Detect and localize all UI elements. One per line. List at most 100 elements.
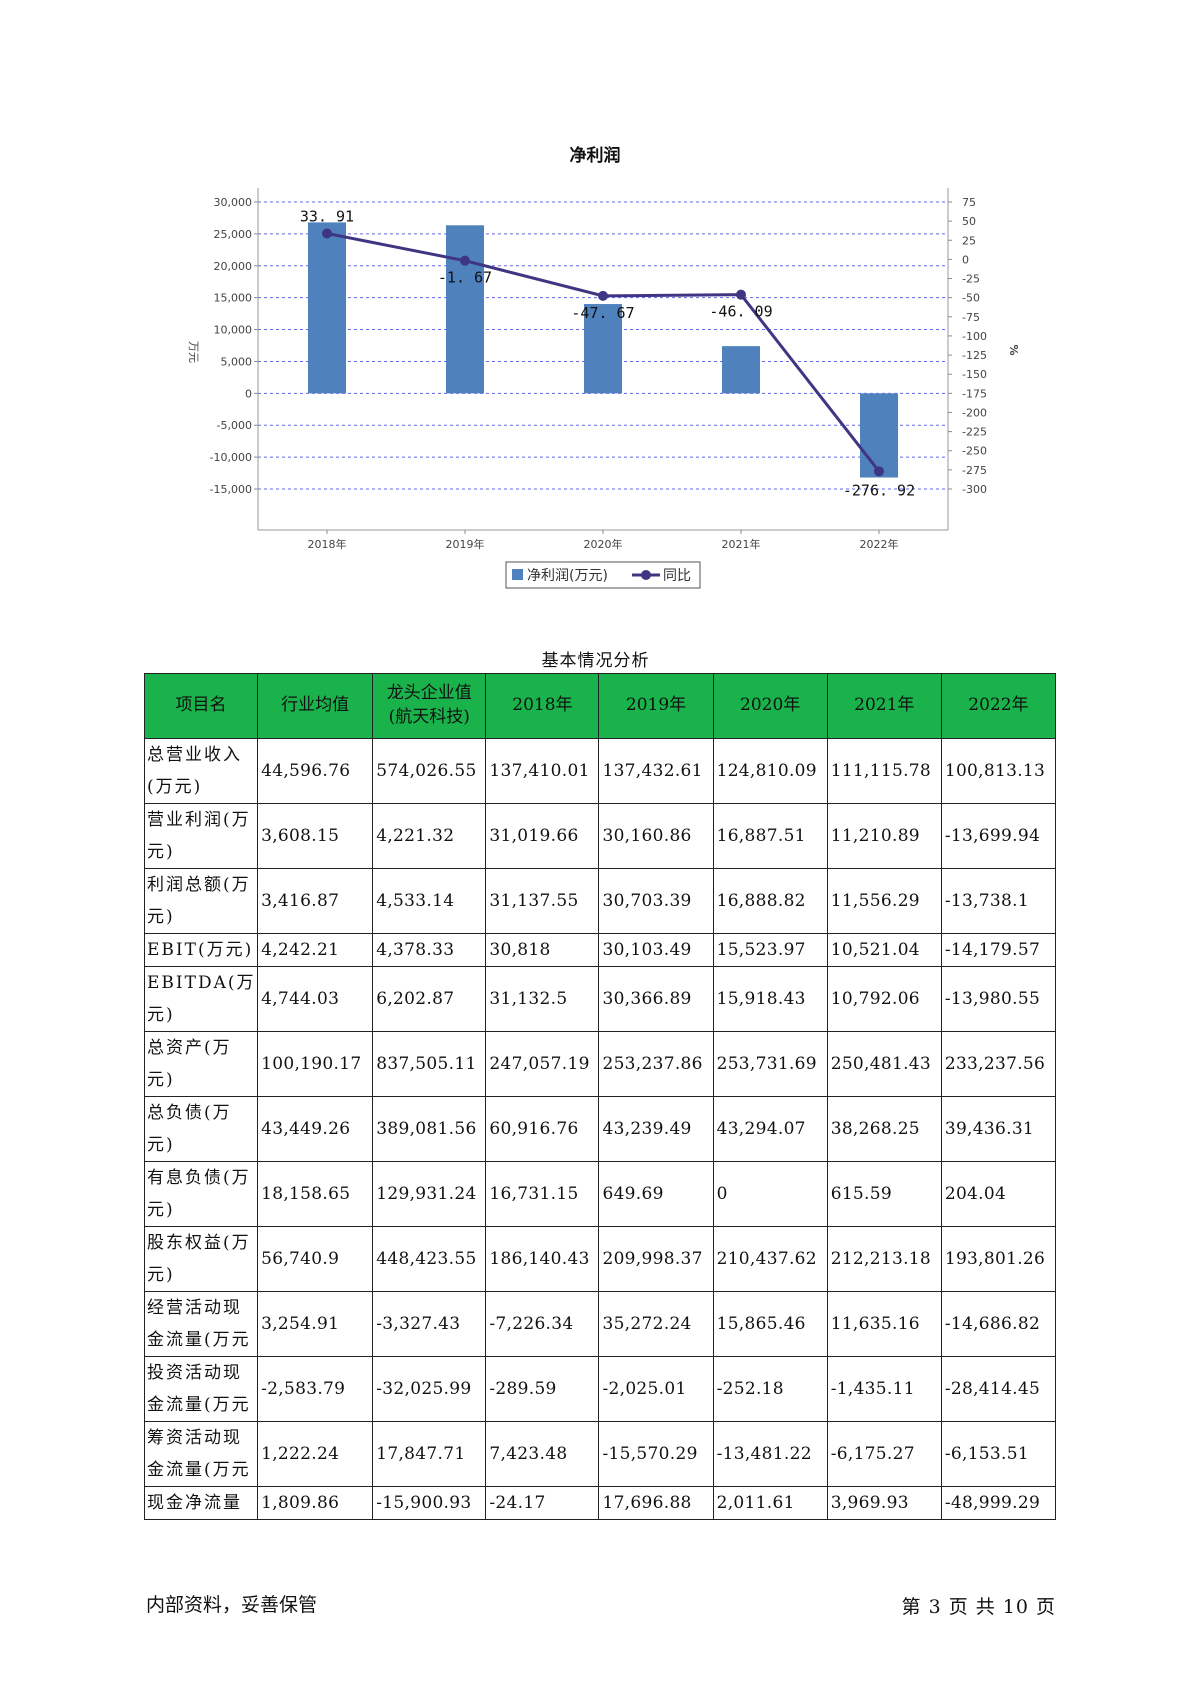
- table-cell: 10,792.06: [826, 966, 942, 1032]
- right-tick-label: 75: [962, 196, 976, 209]
- table-cell: 3,969.93: [826, 1486, 942, 1520]
- column-header: 2019年: [598, 673, 714, 739]
- table-cell: 4,744.03: [257, 966, 374, 1032]
- right-tick-label: -300: [962, 483, 987, 496]
- table-cell: 389,081.56: [372, 1096, 487, 1162]
- table-row: 利润总额(万元) 3,416.87 4,533.14 31,137.55 30,703.…: [143, 868, 1057, 934]
- chart-title: 净利润: [570, 145, 621, 166]
- table-cell: 16,888.82: [712, 868, 828, 934]
- table-cell: 137,432.61: [598, 738, 714, 804]
- right-tick-label: -250: [962, 445, 987, 458]
- row-label: EBIT(万元): [143, 933, 259, 967]
- footer-confidential-note: 内部资料，妥善保管: [146, 1594, 318, 1616]
- table-header-row: 项目名 行业均值 龙头企业值(航天科技) 2018年 2019年 2020年 2021年 20…: [143, 673, 1057, 739]
- table-cell: 15,865.46: [712, 1291, 828, 1357]
- table-cell: 43,239.49: [598, 1096, 714, 1162]
- x-tick-label: 2020年: [584, 537, 623, 551]
- right-tick-label: -225: [962, 426, 987, 439]
- net-profit-bar: [308, 222, 346, 394]
- right-tick-label: -200: [962, 406, 987, 419]
- right-tick-label: 25: [962, 234, 976, 247]
- table-cell: -252.18: [712, 1356, 828, 1422]
- left-tick-label: -10,000: [210, 451, 252, 464]
- left-tick-label: 20,000: [214, 260, 253, 273]
- right-tick-label: -75: [962, 311, 980, 324]
- legend-bar-swatch: [512, 569, 523, 580]
- table-cell: 11,556.29: [826, 868, 942, 934]
- table-cell: 39,436.31: [940, 1096, 1057, 1162]
- row-label: 营业利润(万元): [143, 803, 259, 869]
- net-profit-bar: [446, 225, 484, 394]
- column-header: 2018年: [485, 673, 600, 739]
- table-row: EBIT(万元) 4,242.21 4,378.33 30,818 30,103.49 1…: [143, 933, 1057, 967]
- yoy-data-label: -47. 67: [571, 304, 634, 322]
- table-cell: 129,931.24: [372, 1161, 487, 1227]
- net-profit-bar: [722, 346, 760, 394]
- table-cell: -2,583.79: [257, 1356, 374, 1422]
- table-cell: 30,818: [485, 933, 600, 967]
- table-cell: 10,521.04: [826, 933, 942, 967]
- table-cell: -13,699.94: [940, 803, 1057, 869]
- table-cell: -14,179.57: [940, 933, 1057, 967]
- table-cell: 15,523.97: [712, 933, 828, 967]
- table-row: 筹资活动现金流量(万元 1,222.24 17,847.71 7,423.48 -15,…: [143, 1421, 1057, 1487]
- table-cell: -6,175.27: [826, 1421, 942, 1487]
- table-cell: 2,011.61: [712, 1486, 828, 1520]
- row-label: 利润总额(万元): [143, 868, 259, 934]
- row-label: 股东权益(万元): [143, 1226, 259, 1292]
- table-cell: -13,980.55: [940, 966, 1057, 1032]
- table-row: 有息负债(万元) 18,158.65 129,931.24 16,731.15 649.…: [143, 1161, 1057, 1227]
- right-tick-label: -50: [962, 292, 980, 305]
- table-cell: 837,505.11: [372, 1031, 487, 1097]
- left-tick-label: -15,000: [210, 483, 252, 496]
- table-cell: 3,416.87: [257, 868, 374, 934]
- table-cell: -2,025.01: [598, 1356, 714, 1422]
- table-cell: -15,570.29: [598, 1421, 714, 1487]
- row-label: 筹资活动现金流量(万元: [143, 1421, 259, 1487]
- table-cell: 38,268.25: [826, 1096, 942, 1162]
- legend-line-marker: [641, 570, 651, 580]
- table-cell: -14,686.82: [940, 1291, 1057, 1357]
- table-cell: 4,533.14: [372, 868, 487, 934]
- column-header: 行业均值: [257, 673, 374, 739]
- row-label: 有息负债(万元): [143, 1161, 259, 1227]
- table-cell: 30,703.39: [598, 868, 714, 934]
- table-cell: 4,221.32: [372, 803, 487, 869]
- table-cell: 574,026.55: [372, 738, 487, 804]
- table-cell: 210,437.62: [712, 1226, 828, 1292]
- column-header: 2020年: [712, 673, 828, 739]
- table-cell: 233,237.56: [940, 1031, 1057, 1097]
- net-profit-bar: [584, 304, 622, 394]
- net-profit-bar: [860, 393, 898, 478]
- x-tick-label: 2019年: [446, 537, 485, 551]
- yoy-point: [598, 290, 608, 301]
- row-label: 经营活动现金流量(万元: [143, 1291, 259, 1357]
- table-cell: 448,423.55: [372, 1226, 487, 1292]
- table-cell: 17,696.88: [598, 1486, 714, 1520]
- row-label: 总营业收入(万元): [143, 738, 259, 804]
- yoy-point: [322, 228, 332, 239]
- table-cell: 253,731.69: [712, 1031, 828, 1097]
- right-axis-title: %: [1007, 344, 1020, 355]
- table-cell: -15,900.93: [372, 1486, 487, 1520]
- table-row: 经营活动现金流量(万元 3,254.91 -3,327.43 -7,226.34 35,…: [143, 1291, 1057, 1357]
- yoy-point: [460, 255, 470, 266]
- table-cell: 247,057.19: [485, 1031, 600, 1097]
- x-tick-label: 2022年: [860, 537, 899, 551]
- table-cell: 4,242.21: [257, 933, 374, 967]
- left-tick-label: 5,000: [221, 355, 253, 368]
- left-axis-title: 万元: [187, 341, 200, 363]
- right-tick-label: 0: [962, 253, 969, 266]
- x-tick-label: 2021年: [722, 537, 761, 551]
- table-cell: 100,190.17: [257, 1031, 374, 1097]
- yoy-data-label: -1. 67: [438, 269, 492, 287]
- table-cell: 193,801.26: [940, 1226, 1057, 1292]
- table-cell: -48,999.29: [940, 1486, 1057, 1520]
- table-row: EBITDA(万元) 4,744.03 6,202.87 31,132.5 30,366…: [143, 966, 1057, 1032]
- table-row: 总资产(万元) 100,190.17 837,505.11 247,057.19 253…: [143, 1031, 1057, 1097]
- table-cell: 0: [712, 1161, 828, 1227]
- net-profit-chart: 净利润 30,000 25,000 20,000 15,000 10,000 5,000 0 -…: [187, 145, 1020, 589]
- table-cell: 18,158.65: [257, 1161, 374, 1227]
- yoy-point: [736, 289, 746, 300]
- table-cell: 43,294.07: [712, 1096, 828, 1162]
